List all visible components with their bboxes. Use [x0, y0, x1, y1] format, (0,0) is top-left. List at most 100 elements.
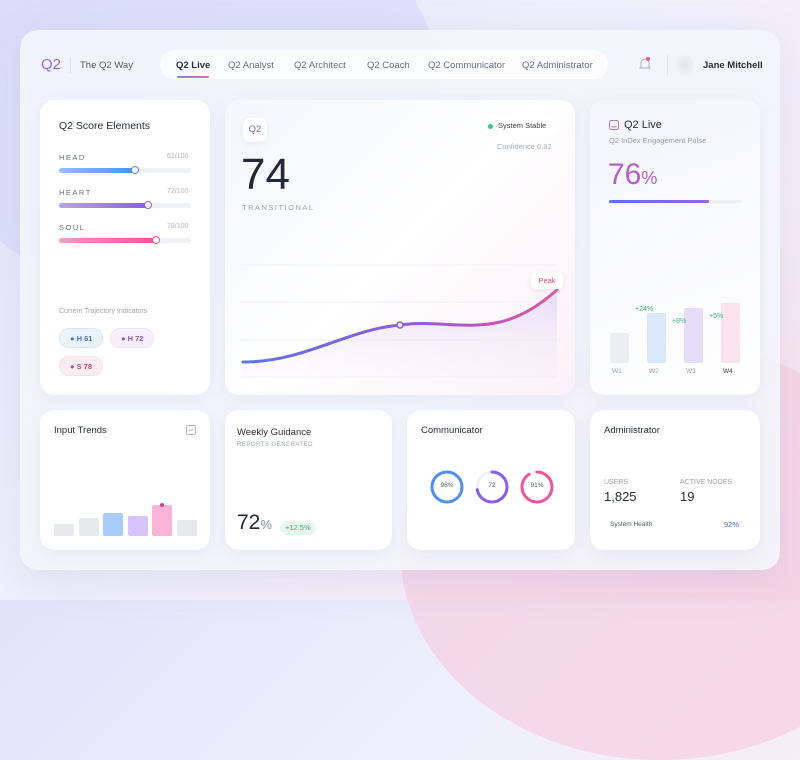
card-title: Weekly Guidance	[237, 427, 312, 438]
ring-label: 91%	[530, 482, 544, 489]
score-value: 78/100	[167, 223, 189, 230]
confidence: Confidence 0.82	[497, 142, 552, 151]
main-nav	[160, 50, 608, 79]
health-value: 92%	[724, 520, 740, 529]
tab-q2-communicator[interactable]: Q2 Communicator	[428, 60, 506, 71]
unit: %	[641, 168, 658, 188]
chip-soul[interactable]: ● S 78	[59, 356, 104, 376]
trend-bar[interactable]	[78, 518, 99, 536]
slider-handle[interactable]	[144, 201, 153, 209]
area-fill	[243, 290, 557, 377]
score-slider[interactable]	[59, 236, 191, 244]
trend-line	[241, 288, 559, 364]
bell-icon[interactable]	[638, 56, 652, 72]
users-label: USERS	[604, 479, 629, 486]
week-label: W3	[686, 368, 696, 375]
slider-fill	[59, 238, 156, 243]
ring-label: 72	[488, 482, 496, 489]
ring-progress[interactable]	[475, 470, 509, 504]
trajectory-label: Current Trajectory Indicators	[59, 308, 148, 315]
score-label: HEART	[59, 188, 92, 197]
chip-label: S 78	[76, 362, 93, 371]
week-label: W4	[723, 368, 733, 375]
nodes-label: ACTIVE NODES	[680, 479, 733, 486]
week-bar[interactable]	[647, 313, 666, 363]
status-dot-icon	[488, 124, 493, 129]
score-value: 61/100	[167, 153, 189, 160]
status-text: System Stable	[498, 121, 547, 130]
score-slider[interactable]	[59, 166, 191, 174]
trend-bar[interactable]	[54, 524, 74, 536]
tab-q2-analyst[interactable]: Q2 Analyst	[228, 60, 274, 71]
logo[interactable]: Q2	[41, 56, 62, 73]
health-label: System Health	[610, 521, 653, 528]
week-label: W1	[612, 368, 622, 375]
tab-q2-architect[interactable]: Q2 Architect	[294, 60, 346, 71]
chip-head[interactable]: ● H 61	[59, 328, 104, 348]
trend-peak-dot	[160, 503, 164, 507]
delta-badge: +12.5%	[280, 521, 316, 535]
week-bar[interactable]	[721, 303, 740, 363]
status-badge: System Stable	[480, 117, 558, 135]
main-score: 74	[241, 150, 290, 199]
trend-chart	[240, 264, 559, 378]
score-state: TRANSITIONAL	[242, 203, 315, 212]
trend-bar[interactable]	[127, 516, 148, 536]
score-elements-card	[40, 100, 210, 395]
divider	[70, 57, 71, 73]
nodes-value: 19	[680, 489, 695, 504]
pulse-icon	[609, 120, 619, 130]
midpoint-marker[interactable]	[396, 321, 404, 329]
ring-label: 98%	[440, 482, 454, 489]
tab-q2-live[interactable]: Q2 Live	[176, 60, 211, 71]
slider-handle[interactable]	[151, 236, 160, 244]
trend-bar[interactable]	[176, 520, 197, 536]
ring-progress[interactable]	[430, 470, 464, 504]
slider-handle[interactable]	[130, 166, 139, 174]
card-title: Administrator	[604, 425, 660, 436]
engagement-value: 76%	[608, 158, 657, 192]
unit: %	[260, 517, 272, 532]
chip-heart[interactable]: ● H 72	[110, 328, 155, 348]
tagline: The Q2 Way	[80, 60, 133, 71]
card-subtitle: Q2 InDex Engagement Pulse	[609, 136, 707, 145]
trend-bar[interactable]	[152, 505, 172, 536]
score-slider[interactable]	[59, 201, 191, 209]
slider-fill	[59, 203, 149, 208]
q2-badge: Q2	[243, 118, 267, 142]
week-bar[interactable]	[684, 308, 703, 363]
card-title: Input Trends	[54, 425, 107, 436]
week-bar[interactable]	[610, 333, 629, 363]
communicator-rings	[430, 470, 554, 504]
peak-label: Peak	[531, 272, 563, 289]
trend-bar[interactable]	[103, 513, 123, 536]
card-subtitle: REPORTS GENERATED	[237, 442, 313, 448]
week-delta: +24%	[635, 306, 654, 313]
tab-q2-coach[interactable]: Q2 Coach	[367, 60, 410, 71]
week-delta: +8%	[672, 318, 687, 325]
card-title: Communicator	[421, 425, 483, 436]
tab-q2-administrator[interactable]: Q2 Administrator	[522, 60, 593, 71]
value: 72	[237, 511, 261, 534]
chip-label: H 61	[76, 334, 93, 343]
user-name[interactable]: Jane Mitchell	[703, 60, 763, 71]
slider-fill	[59, 168, 135, 173]
score-value: 72/100	[167, 188, 189, 195]
value: 76	[608, 158, 642, 191]
guidance-value: 72%	[237, 511, 272, 535]
active-tab-indicator	[177, 76, 209, 78]
score-label: HEAD	[59, 153, 86, 162]
chip-label: H 72	[127, 334, 144, 343]
users-value: 1,825	[604, 489, 637, 504]
ring-progress[interactable]	[520, 470, 554, 504]
avatar[interactable]	[675, 55, 695, 75]
progress-fill	[609, 200, 710, 203]
card-title: Q2 Score Elements	[59, 120, 151, 132]
week-delta: +5%	[709, 313, 724, 320]
engagement-progress	[609, 200, 741, 203]
chart-icon[interactable]	[186, 425, 196, 435]
administrator-card	[590, 410, 760, 550]
score-label: SOUL	[59, 223, 86, 232]
week-label: W2	[649, 368, 659, 375]
divider	[667, 54, 668, 76]
